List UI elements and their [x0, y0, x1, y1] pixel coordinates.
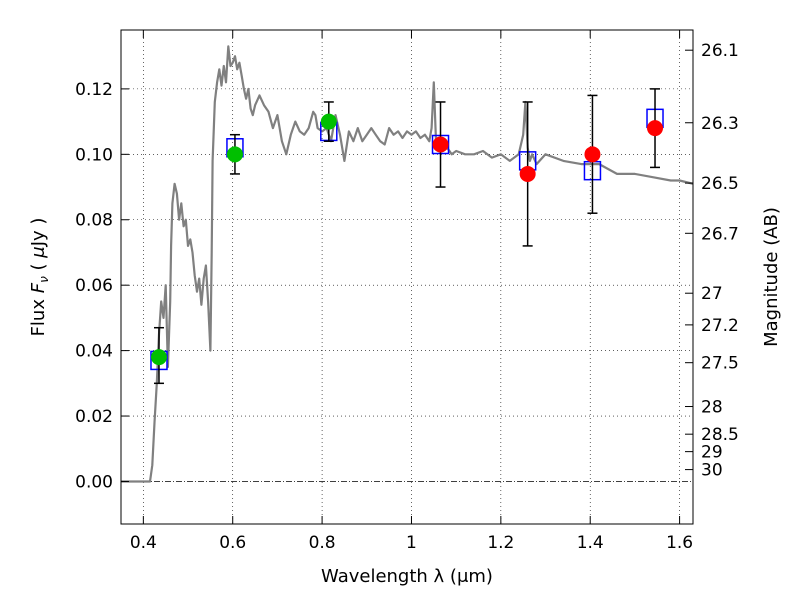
x-axis-label: Wavelength λ (μm) — [321, 566, 493, 587]
mag-tick-label: 27.2 — [701, 316, 739, 336]
observed-flux-point — [584, 146, 601, 163]
x-tick-label: 1.2 — [487, 533, 514, 553]
mag-tick-label: 27 — [701, 284, 723, 304]
observed-flux-point — [226, 146, 243, 163]
observed-flux-point — [432, 136, 449, 153]
observed-flux-point — [150, 349, 167, 366]
y-tick-label: 0.08 — [75, 211, 113, 231]
mag-tick-label: 27.5 — [701, 354, 739, 374]
y-tick-label: 0.10 — [75, 145, 113, 165]
y-tick-label: 0.02 — [75, 407, 113, 427]
y-axis-label: Flux Fν ( μJy ) — [28, 218, 51, 337]
mag-tick-label: 26.7 — [701, 224, 739, 244]
x-tick-label: 0.4 — [130, 533, 157, 553]
model-sed-curve — [121, 45, 693, 483]
x-tick-label: 0.8 — [309, 533, 336, 553]
mag-tick-label: 30 — [701, 461, 723, 481]
x-tick-label: 1.6 — [666, 533, 693, 553]
mag-tick-label: 26.3 — [701, 114, 739, 134]
mag-tick-label: 28.5 — [701, 425, 739, 445]
right-axis-label: Magnitude (AB) — [761, 207, 782, 347]
mag-tick-label: 29 — [701, 443, 723, 463]
y-tick-label: 0.00 — [75, 472, 113, 492]
mag-tick-label: 26.5 — [701, 174, 739, 194]
y-tick-label: 0.06 — [75, 276, 113, 296]
y-tick-label: 0.12 — [75, 80, 113, 100]
x-tick-label: 1 — [406, 533, 417, 553]
x-tick-label: 0.6 — [219, 533, 246, 553]
mag-tick-label: 26.1 — [701, 41, 739, 61]
observed-flux-point — [519, 165, 536, 182]
plot-frame — [120, 29, 694, 525]
y-tick-label: 0.04 — [75, 342, 113, 362]
observed-flux-point — [320, 113, 337, 130]
x-tick-label: 1.4 — [577, 533, 604, 553]
plot-area — [121, 30, 693, 524]
mag-tick-label: 28 — [701, 398, 723, 418]
observed-flux-point — [647, 120, 664, 137]
